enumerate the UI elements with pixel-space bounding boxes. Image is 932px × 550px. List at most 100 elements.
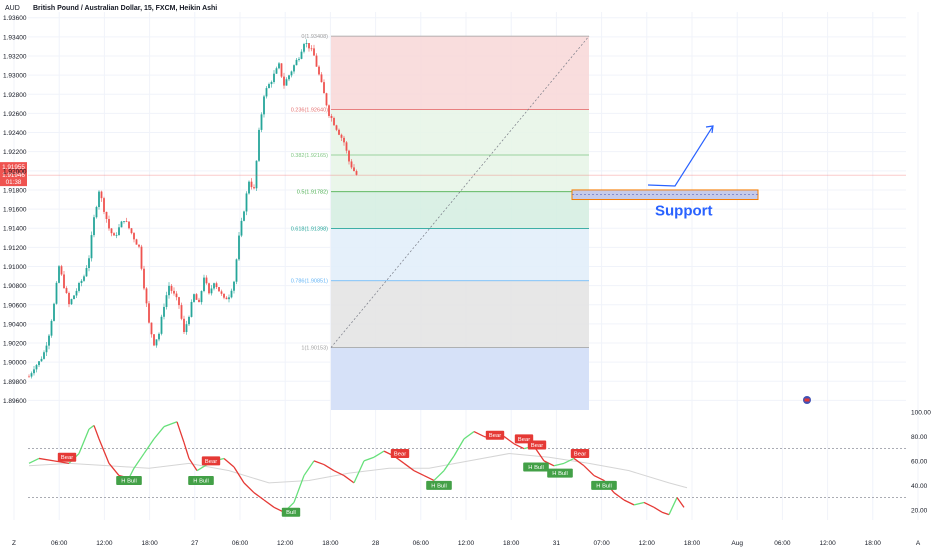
candle-body — [33, 369, 35, 374]
candle-body — [320, 74, 323, 83]
candle-body — [133, 233, 135, 240]
price-tick-label: 1.91200 — [3, 245, 27, 252]
candle-body — [305, 43, 308, 45]
price-tick-label: 1.93400 — [3, 34, 27, 41]
osc-fast-segment — [153, 426, 165, 440]
signal-label: Bear — [205, 459, 217, 465]
candle-body — [68, 292, 70, 305]
candle-body — [98, 191, 100, 208]
osc-fast-segment — [353, 460, 365, 484]
candle-body — [178, 297, 180, 306]
fib-extension-zone — [331, 347, 589, 410]
candle-body — [85, 268, 88, 277]
osc-fast-segment — [233, 466, 245, 484]
candle-body — [313, 48, 315, 56]
fibonacci-retracement[interactable]: 0(1.93408) 0.236(1.92640) 0.382(1.92165) 0.… — [291, 34, 590, 410]
candle-body — [285, 79, 288, 86]
candle-body — [90, 235, 93, 259]
candle-body — [205, 277, 208, 284]
price-tick-label: 1.89600 — [3, 398, 27, 405]
osc-fast-segment — [553, 462, 565, 467]
candle-body — [298, 58, 300, 60]
price-axis: 1.93600 1.93400 1.93200 1.93000 1.92800 1.926… — [3, 15, 27, 405]
candle-body — [345, 142, 348, 151]
candle-body — [268, 84, 270, 89]
candle-body — [355, 171, 358, 175]
candle-body — [190, 301, 193, 317]
candle-body — [160, 316, 163, 334]
candle-body — [95, 207, 98, 218]
candle-body — [350, 161, 353, 168]
candle-body — [273, 73, 275, 82]
price-tick-label: 1.90400 — [3, 321, 27, 328]
candle-body — [150, 322, 153, 335]
osc-fast-segment — [413, 470, 425, 477]
candle-body — [65, 288, 68, 293]
candle-body — [213, 283, 215, 289]
osc-tick-label: 80.00 — [911, 434, 928, 441]
osc-fast-segment — [196, 465, 206, 472]
candle-body — [158, 333, 160, 340]
candle-body — [43, 352, 45, 359]
candle-body — [340, 134, 343, 138]
candle-body — [265, 88, 268, 97]
candle-body — [278, 63, 280, 69]
osc-fast-segment — [573, 457, 585, 467]
signal-badge — [570, 449, 590, 459]
candle-body — [198, 299, 200, 303]
time-tick-label: 06:00 — [774, 540, 791, 547]
price-tick-label: 1.92800 — [3, 92, 27, 99]
candle-body — [303, 44, 305, 52]
candle-body — [103, 198, 105, 212]
signal-label: H Bull — [431, 483, 446, 489]
osc-fast-segment — [643, 501, 655, 508]
signal-label: Bear — [574, 452, 586, 458]
candle-body — [253, 187, 255, 189]
osc-fast-segment — [593, 474, 605, 482]
osc-fast-segment — [188, 458, 198, 472]
osc-fast-segment — [473, 430, 485, 438]
candle-body — [288, 75, 290, 80]
osc-fast-segment — [78, 428, 90, 454]
candle-body — [60, 266, 63, 275]
candle-body — [325, 93, 328, 106]
candle-body — [38, 361, 40, 366]
current-price-label-2: 1.91946 — [2, 172, 25, 179]
candle-body — [83, 276, 85, 281]
candle-body — [183, 318, 185, 333]
candle-body — [163, 306, 165, 317]
osc-fast-segment — [661, 511, 670, 516]
candle-body — [338, 129, 340, 135]
osc-fast-segment — [503, 435, 515, 445]
candle-body — [148, 303, 150, 323]
time-tick-label: 06:00 — [51, 540, 68, 547]
price-tick-label: 1.89800 — [3, 379, 27, 386]
candle-body — [223, 293, 225, 298]
candle-body — [50, 320, 53, 336]
fib-trend-line — [330, 35, 590, 348]
signal-badge — [426, 480, 452, 490]
osc-fast-segment — [363, 456, 375, 462]
candle-body — [210, 288, 213, 294]
fib-level-label: 1(1.90153) — [301, 346, 328, 352]
osc-fast-segment — [623, 499, 635, 506]
osc-fast-segment — [676, 497, 685, 508]
candle-body — [173, 290, 175, 294]
osc-fast-segment — [98, 438, 110, 464]
candle-body — [58, 266, 60, 283]
signal-badge — [57, 452, 77, 462]
candle-body — [120, 221, 123, 228]
candle-body — [55, 282, 58, 304]
osc-fast-segment — [133, 453, 145, 469]
time-tick-label: Z — [12, 540, 16, 547]
osc-fast-segment — [38, 457, 55, 462]
current-price-label: 1.91955 — [2, 164, 25, 171]
candle-body — [240, 220, 243, 236]
price-tick-label: 1.90200 — [3, 341, 27, 348]
signal-badge — [116, 475, 142, 485]
projection-arrow — [647, 125, 714, 187]
fib-zone — [331, 191, 589, 229]
osc-fast-segment — [93, 425, 100, 440]
osc-fast-segment — [263, 499, 275, 508]
